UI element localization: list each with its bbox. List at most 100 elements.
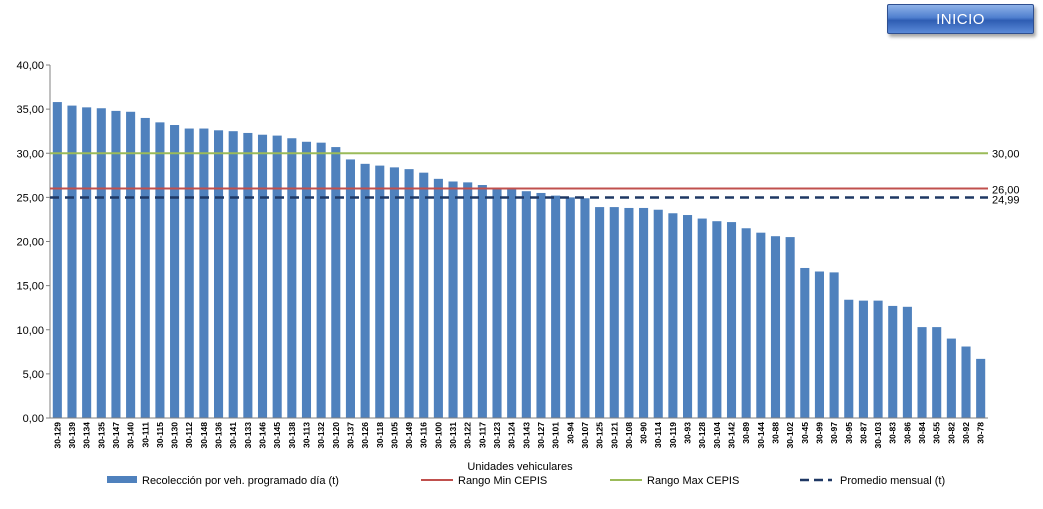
bar bbox=[683, 215, 693, 418]
bar bbox=[126, 111, 136, 419]
x-tick-label: 30-118 bbox=[375, 422, 385, 448]
x-tick-label: 30-111 bbox=[140, 422, 150, 448]
x-tick-label: 30-131 bbox=[448, 422, 458, 449]
bar bbox=[463, 182, 473, 418]
x-tick-label: 30-138 bbox=[287, 422, 297, 449]
y-tick-label: 10,00 bbox=[16, 325, 44, 337]
bar bbox=[419, 172, 429, 418]
bar bbox=[360, 163, 370, 418]
bar bbox=[888, 305, 898, 418]
bar bbox=[345, 159, 355, 419]
x-tick-label: 30-133 bbox=[243, 422, 253, 449]
x-tick-label: 30-88 bbox=[770, 422, 780, 444]
x-tick-label: 30-84 bbox=[917, 422, 927, 444]
bar bbox=[184, 128, 194, 419]
x-tick-label: 30-82 bbox=[946, 422, 956, 444]
x-tick-label: 30-123 bbox=[492, 422, 502, 449]
x-tick-label: 30-132 bbox=[316, 422, 326, 449]
reference-lines: 26,00 30,00 24,99 bbox=[50, 148, 1020, 206]
bar bbox=[902, 306, 912, 418]
bar bbox=[52, 102, 62, 418]
bar bbox=[507, 189, 517, 418]
x-tick-label: 30-135 bbox=[96, 422, 106, 449]
x-tick-label: 30-116 bbox=[419, 422, 429, 448]
x-tick-label: 30-92 bbox=[961, 422, 971, 444]
bar bbox=[536, 192, 546, 418]
x-tick-label: 30-113 bbox=[301, 422, 311, 448]
bar bbox=[653, 209, 663, 418]
x-tick-label: 30-129 bbox=[52, 422, 62, 449]
x-tick-label: 30-144 bbox=[756, 422, 766, 449]
y-tick-label: 20,00 bbox=[16, 237, 44, 249]
x-tick-label: 30-122 bbox=[463, 422, 473, 449]
bar bbox=[170, 125, 180, 418]
bar bbox=[829, 272, 839, 418]
bar bbox=[272, 135, 282, 418]
legend-label: Rango Max CEPIS bbox=[647, 475, 739, 487]
bar bbox=[375, 165, 385, 418]
x-tick-label: 30-136 bbox=[214, 422, 224, 449]
legend-swatch bbox=[107, 476, 137, 483]
bar bbox=[858, 300, 868, 418]
inicio-button[interactable]: INICIO bbox=[887, 4, 1034, 34]
x-tick-label: 30-97 bbox=[829, 422, 839, 444]
bar bbox=[946, 338, 956, 418]
bar bbox=[697, 218, 707, 418]
reference-line-label: 24,99 bbox=[992, 194, 1020, 206]
bar bbox=[404, 169, 414, 418]
x-tick-label: 30-137 bbox=[345, 422, 355, 449]
y-tick-label: 15,00 bbox=[16, 281, 44, 293]
bar bbox=[580, 198, 590, 418]
x-tick-label: 30-104 bbox=[712, 422, 722, 449]
x-tick-label: 30-105 bbox=[389, 422, 399, 449]
x-tick-label: 30-119 bbox=[668, 422, 678, 448]
x-tick-label: 30-145 bbox=[272, 422, 282, 449]
bar bbox=[521, 191, 531, 418]
x-tick-label: 30-78 bbox=[976, 422, 986, 444]
bar bbox=[331, 147, 341, 418]
bar bbox=[770, 236, 781, 418]
x-tick-label: 30-86 bbox=[902, 422, 912, 444]
x-tick-label: 30-124 bbox=[507, 422, 517, 449]
x-tick-label: 30-143 bbox=[521, 422, 531, 449]
legend-label: Rango Min CEPIS bbox=[458, 475, 547, 487]
bar bbox=[155, 122, 165, 419]
x-tick-label: 30-100 bbox=[433, 422, 443, 449]
x-tick-label: 30-146 bbox=[258, 422, 268, 449]
bar bbox=[287, 138, 297, 418]
x-tick-label: 30-99 bbox=[814, 422, 824, 444]
y-tick-label: 0,00 bbox=[23, 413, 44, 425]
bar bbox=[668, 213, 678, 418]
x-tick-label: 30-115 bbox=[155, 422, 165, 448]
x-tick-label: 30-130 bbox=[170, 422, 180, 449]
bar bbox=[756, 232, 766, 418]
x-tick-label: 30-147 bbox=[111, 422, 121, 449]
x-tick-label: 30-141 bbox=[228, 422, 238, 449]
x-tick-label: 30-102 bbox=[785, 422, 795, 449]
x-tick-label: 30-89 bbox=[741, 422, 751, 444]
bar bbox=[199, 128, 209, 419]
y-axis: 0,00 5,00 10,00 15,00 20,00 25,00 30,00 35,00 40… bbox=[16, 60, 51, 425]
x-axis-title: Unidades vehiculares bbox=[467, 461, 573, 473]
bar bbox=[67, 105, 77, 418]
x-tick-label: 30-103 bbox=[873, 422, 883, 449]
x-tick-label: 30-134 bbox=[82, 422, 92, 449]
x-tick-label: 30-112 bbox=[184, 422, 194, 448]
legend-label: Promedio mensual (t) bbox=[840, 475, 945, 487]
bar bbox=[565, 197, 575, 418]
bar bbox=[800, 267, 810, 418]
reference-line-label: 26,00 bbox=[992, 185, 1020, 197]
bar bbox=[976, 358, 986, 418]
bar bbox=[785, 237, 795, 418]
bar bbox=[448, 181, 458, 418]
bar bbox=[214, 130, 224, 418]
reference-line-label: 30,00 bbox=[992, 148, 1020, 160]
x-tick-label: 30-90 bbox=[639, 422, 649, 444]
bar bbox=[96, 108, 106, 419]
x-tick-label: 30-117 bbox=[477, 422, 487, 448]
bar bbox=[433, 178, 443, 418]
bars bbox=[52, 102, 986, 419]
x-tick-label: 30-55 bbox=[932, 422, 942, 444]
bar bbox=[492, 187, 502, 418]
